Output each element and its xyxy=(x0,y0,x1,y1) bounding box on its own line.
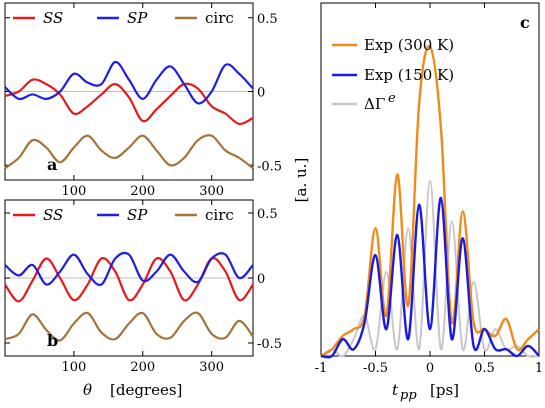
legend-label-b: SS xyxy=(43,206,63,224)
series-line-a-circ xyxy=(4,134,254,170)
series-line-c-0 xyxy=(320,45,540,358)
xtick-label-c: 1 xyxy=(535,361,543,376)
xlabel-sub-c: pp xyxy=(400,388,417,403)
series-line-a-sp xyxy=(4,60,254,105)
xtick-label-c: 0.5 xyxy=(474,361,495,376)
xtick-label-c: -0.5 xyxy=(363,361,388,376)
legend-sup-c: e xyxy=(388,91,396,106)
xtick-label-a: 300 xyxy=(199,184,224,199)
series-line-b-sp xyxy=(4,251,254,287)
legend-label-c: Exp (150 K) xyxy=(364,66,454,84)
xlabel-symbol-b: θ xyxy=(83,381,92,399)
panel-label-c: c xyxy=(520,13,530,32)
series-line-c-1 xyxy=(320,196,540,359)
legend-label-c: ΔΓ xyxy=(364,95,385,113)
ytick-label-b: 0.5 xyxy=(257,207,278,222)
ytick-label-a: -0.5 xyxy=(257,159,282,174)
series-line-b-circ xyxy=(4,311,254,342)
ytick-label-b: -0.5 xyxy=(257,337,282,352)
legend-label-b: SP xyxy=(127,206,148,224)
legend-label-a: circ xyxy=(205,9,234,27)
legend-label-c: Exp (300 K) xyxy=(364,36,454,54)
panel-label-a: a xyxy=(47,155,57,174)
xtick-label-c: -1 xyxy=(315,361,328,376)
legend-label-b: circ xyxy=(205,206,234,224)
xtick-label-a: 100 xyxy=(61,184,86,199)
series-line-a-ss xyxy=(4,78,254,126)
plot-frame-c xyxy=(320,2,540,357)
legend-label-a: SS xyxy=(43,9,63,27)
xlabel-unit-b: [degrees] xyxy=(110,381,182,399)
panel-label-b: b xyxy=(47,331,58,350)
xtick-label-c: 0 xyxy=(426,361,434,376)
xtick-label-b: 300 xyxy=(199,360,224,375)
ytick-label-a: 0.5 xyxy=(257,12,278,27)
xtick-label-b: 100 xyxy=(61,360,86,375)
xlabel-symbol-c: t xyxy=(392,381,399,399)
legend-label-a: SP xyxy=(127,9,148,27)
ylabel-c: [a. u.] xyxy=(292,158,310,203)
xtick-label-a: 200 xyxy=(130,184,155,199)
xlabel-unit-c: [ps] xyxy=(430,381,459,399)
ytick-label-b: 0 xyxy=(257,272,265,287)
ytick-label-a: 0 xyxy=(257,86,265,101)
xtick-label-b: 200 xyxy=(130,360,155,375)
